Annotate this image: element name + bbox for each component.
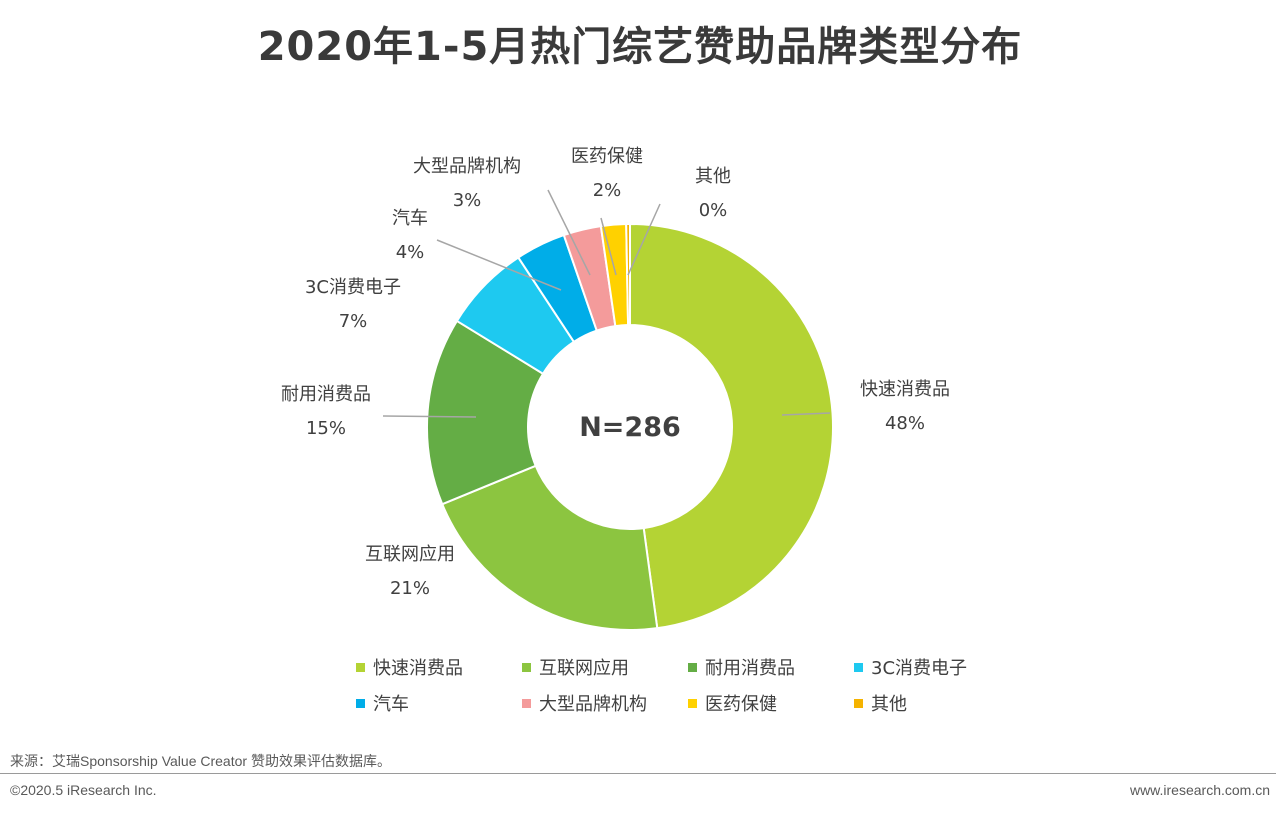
legend-label: 医药保健 <box>705 694 777 715</box>
legend-swatch <box>356 662 365 672</box>
slice-label: 耐用消费品 <box>281 384 371 405</box>
legend-swatch <box>854 662 863 672</box>
donut-slice <box>629 222 834 630</box>
legend-item: 其他 <box>854 691 1020 715</box>
legend-label: 3C消费电子 <box>871 658 968 679</box>
slice-value-label: 21% <box>390 578 430 599</box>
legend-swatch <box>522 662 531 672</box>
footer-divider <box>0 773 1276 774</box>
legend-swatch <box>688 698 697 708</box>
slice-label: 3C消费电子 <box>305 277 401 298</box>
legend-item: 互联网应用 <box>522 655 688 679</box>
chart-title: 2020年1-5月热门综艺赞助品牌类型分布 <box>257 24 1023 70</box>
slice-label: 快速消费品 <box>860 379 950 400</box>
source-note: 来源：艾瑞Sponsorship Value Creator 赞助效果评估数据库… <box>10 753 391 769</box>
slice-value-label: 7% <box>339 311 368 332</box>
slice-value-label: 15% <box>306 418 346 439</box>
legend: 快速消费品 互联网应用 耐用消费品 3C消费电子 汽车 大型品牌机构 医药保健 … <box>356 655 1056 715</box>
legend-label: 其他 <box>871 694 907 715</box>
donut-slice <box>426 319 545 506</box>
legend-swatch <box>688 662 697 672</box>
legend-item: 医药保健 <box>688 691 854 715</box>
leader-line <box>436 239 562 291</box>
slice-label: 大型品牌机构 <box>413 156 521 177</box>
leader-line <box>781 412 831 416</box>
slice-label: 互联网应用 <box>365 544 455 565</box>
legend-label: 耐用消费品 <box>705 658 795 679</box>
legend-label: 互联网应用 <box>539 658 629 679</box>
leader-line <box>627 203 661 276</box>
legend-label: 大型品牌机构 <box>539 694 647 715</box>
legend-swatch <box>522 698 531 708</box>
slice-value-label: 4% <box>396 242 425 263</box>
center-label: N=286 <box>579 412 681 443</box>
leader-line <box>600 217 617 276</box>
slice-label: 医药保健 <box>571 146 643 167</box>
donut-chart: 快速消费品 48% 互联网应用 21% 耐用消费品 15% 3C消费电子 7% 汽车 4% 大型品牌… <box>281 146 950 631</box>
legend-item: 耐用消费品 <box>688 655 854 679</box>
slice-value-label: 3% <box>453 190 482 211</box>
leader-line <box>547 189 591 276</box>
legend-label: 汽车 <box>373 694 409 715</box>
legend-item: 大型品牌机构 <box>522 691 688 715</box>
donut-slice <box>440 464 659 631</box>
slice-label: 其他 <box>695 166 731 187</box>
slice-value-label: 48% <box>885 413 925 434</box>
copyright: ©2020.5 iResearch Inc. <box>10 782 157 798</box>
legend-item: 3C消费电子 <box>854 655 1020 679</box>
legend-item: 快速消费品 <box>356 655 522 679</box>
slice-label: 汽车 <box>392 208 428 229</box>
slice-value-label: 0% <box>699 200 728 221</box>
website-link: www.iresearch.com.cn <box>1129 782 1270 798</box>
legend-swatch <box>356 698 365 708</box>
legend-item: 汽车 <box>356 691 522 715</box>
legend-label: 快速消费品 <box>373 658 463 679</box>
legend-swatch <box>854 698 863 708</box>
leader-line <box>382 415 477 418</box>
slice-value-label: 2% <box>593 180 622 201</box>
